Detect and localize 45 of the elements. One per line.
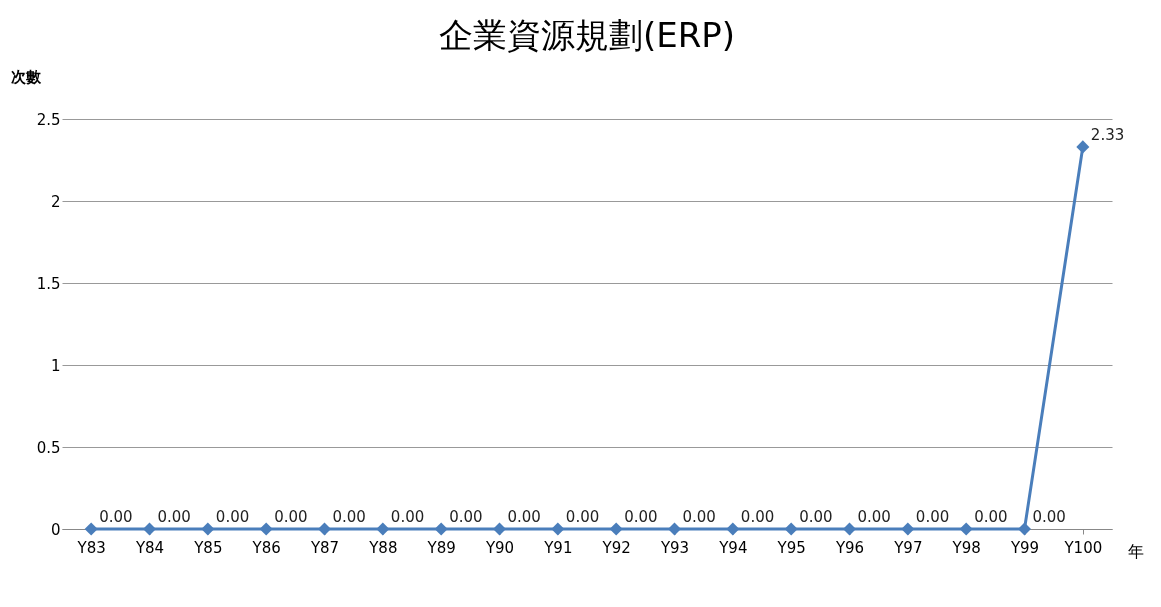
x-tick-label: Y99 xyxy=(1009,538,1040,557)
data-label: 0.00 xyxy=(1032,508,1066,526)
data-label: 0.00 xyxy=(857,508,891,526)
y-tick-label: 2.5 xyxy=(36,110,61,129)
chart-title: 企業資源規劃(ERP) xyxy=(438,15,736,55)
data-label: 0.00 xyxy=(332,508,366,526)
data-label: 0.00 xyxy=(449,508,483,526)
y-tick-label: 0 xyxy=(50,520,61,539)
x-tick-label: Y91 xyxy=(543,538,573,557)
x-tick-label: Y85 xyxy=(193,538,223,557)
data-label: 0.00 xyxy=(740,508,775,526)
data-label: 0.00 xyxy=(157,508,191,526)
data-label: 0.00 xyxy=(565,508,600,526)
x-tick-label: Y92 xyxy=(601,538,631,557)
y-tick-label: 1.5 xyxy=(36,274,61,293)
y-tick-label: 2 xyxy=(50,192,61,211)
x-tick-label: Y100 xyxy=(1063,538,1103,557)
x-tick-label: Y96 xyxy=(834,538,865,557)
data-label: 0.00 xyxy=(682,508,716,526)
data-label: 2.33 xyxy=(1090,125,1125,144)
y-tick-label: 0.5 xyxy=(36,438,61,457)
x-tick-label: Y87 xyxy=(309,538,340,557)
y-tick-label: 1 xyxy=(50,356,61,375)
x-tick-label: Y84 xyxy=(134,538,165,557)
x-axis-title: 年 xyxy=(1127,541,1144,561)
data-label: 0.00 xyxy=(799,508,833,526)
x-tick-label: Y86 xyxy=(251,538,281,557)
x-tick-label: Y93 xyxy=(659,538,690,557)
data-label: 0.00 xyxy=(507,508,541,526)
x-tick-label: Y98 xyxy=(951,538,981,557)
x-tick-label: Y90 xyxy=(484,538,515,557)
data-label: 0.00 xyxy=(974,508,1008,526)
x-tick-label: Y89 xyxy=(426,538,456,557)
y-axis-title: 次數 xyxy=(10,67,42,86)
x-tick-label: Y97 xyxy=(893,538,923,557)
data-label: 0.00 xyxy=(99,508,133,526)
x-tick-label: Y88 xyxy=(368,538,398,557)
x-tick-label: Y94 xyxy=(718,538,748,557)
x-tick-label: Y95 xyxy=(776,538,806,557)
data-label: 0.00 xyxy=(390,508,425,526)
x-tick-label: Y83 xyxy=(76,538,106,557)
data-label: 0.00 xyxy=(915,508,950,526)
data-label: 0.00 xyxy=(624,508,658,526)
data-label: 0.00 xyxy=(274,508,308,526)
data-label: 0.00 xyxy=(215,508,250,526)
